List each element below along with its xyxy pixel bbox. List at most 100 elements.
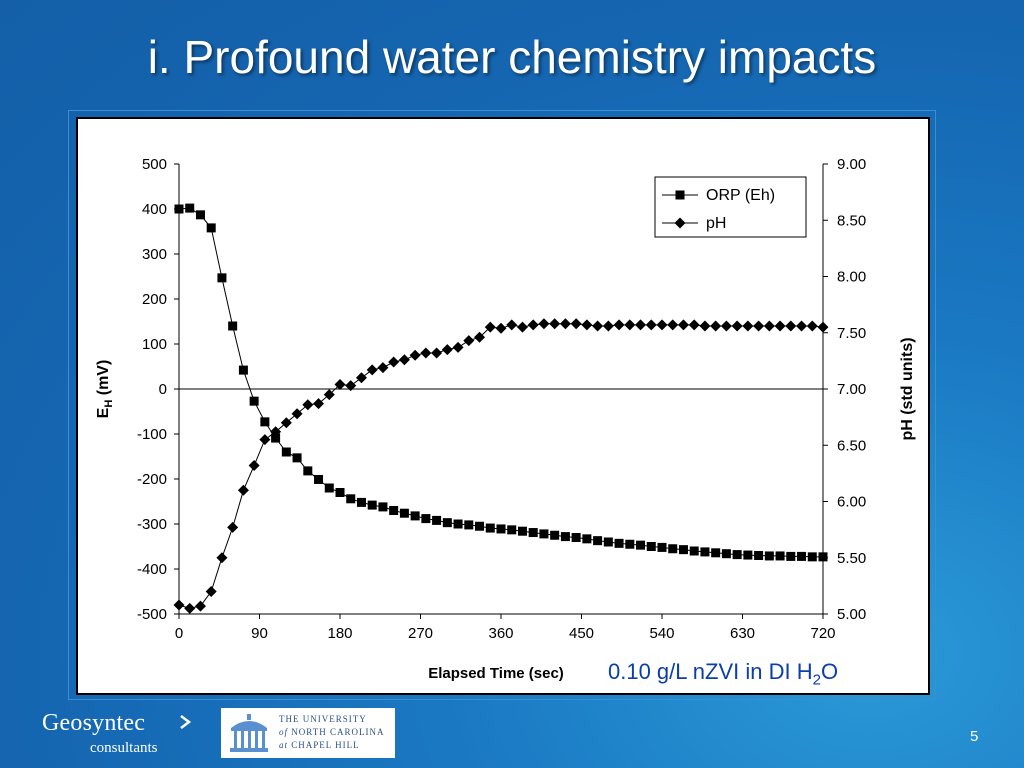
orp-point: [378, 502, 388, 512]
ph-point: [270, 426, 282, 438]
geosyntec-logo: Geosyntec consultants: [42, 710, 192, 756]
caption-subscript: 2: [812, 671, 821, 689]
ph-point: [774, 320, 786, 332]
old-well-icon: [230, 714, 268, 752]
ph-point: [248, 460, 260, 471]
slide-title: i. Profound water chemistry impacts: [147, 31, 877, 83]
ph-point: [313, 398, 325, 410]
orp-point: [292, 453, 302, 463]
y-tick-label: 500: [142, 156, 167, 173]
y-axis-title-main: E: [95, 407, 112, 418]
orp-point: [399, 508, 409, 518]
y-tick-label: 400: [142, 201, 167, 218]
ph-point: [559, 318, 571, 330]
orp-point: [432, 515, 442, 525]
y-tick-label: -200: [137, 471, 167, 488]
orp-point: [818, 552, 828, 562]
y-tick-label: 300: [142, 246, 167, 263]
orp-point: [367, 500, 377, 510]
ph-point: [677, 319, 689, 331]
page-number: 5: [970, 728, 979, 745]
ph-point: [237, 484, 249, 496]
ph-point: [742, 320, 754, 332]
ph-point: [366, 364, 378, 376]
ph-point: [345, 380, 357, 392]
series-line-orp: [178, 207, 823, 558]
chart-frame: [68, 110, 936, 700]
ph-point: [796, 320, 808, 332]
ph-point: [785, 320, 797, 332]
x-tick-label: 180: [327, 625, 352, 642]
ph-point: [602, 320, 614, 332]
legend-orp-label: ORP (Eh): [706, 187, 775, 204]
unc-line-2-of: of: [279, 727, 289, 737]
ph-point: [205, 586, 217, 597]
ph-point: [323, 389, 335, 401]
orp-point: [625, 539, 635, 549]
ph-point: [645, 319, 657, 331]
orp-point: [743, 550, 753, 560]
ph-point: [441, 344, 453, 356]
x-axis-title: Elapsed Time (sec): [428, 665, 564, 682]
orp-point: [582, 534, 592, 544]
ph-point: [710, 320, 722, 332]
x-tick-label: 540: [649, 625, 674, 642]
orp-point: [721, 549, 731, 559]
orp-point: [303, 466, 313, 476]
ph-point: [184, 602, 196, 614]
unc-line-3-text: CHAPEL HILL: [291, 740, 360, 750]
orp-point: [346, 494, 356, 504]
unc-line-2-text: NORTH CAROLINA: [291, 727, 385, 737]
orp-point: [700, 547, 710, 557]
y-tick-label: -500: [137, 606, 167, 623]
orp-point: [754, 551, 764, 560]
orp-point: [593, 536, 603, 546]
x-tick-label: 90: [251, 625, 268, 642]
ph-point: [420, 347, 432, 359]
y2-axis-title: pH (std units): [899, 337, 916, 440]
y2-tick-label: 9.00: [837, 156, 866, 173]
ph-point: [699, 320, 711, 332]
ph-point: [581, 319, 593, 331]
legend-ph-label: pH: [706, 215, 726, 232]
ph-point: [516, 321, 528, 333]
legend-orp-marker: [675, 190, 685, 200]
y2-tick-label: 8.50: [837, 212, 866, 229]
ph-point: [656, 319, 668, 331]
ph-point: [635, 319, 647, 331]
ph-point: [624, 319, 636, 331]
series-line-ph: [178, 323, 824, 609]
ph-point: [280, 417, 292, 429]
unc-logo-text: THE UNIVERSITY of NORTH CAROLINA at CHAP…: [279, 713, 384, 752]
ph-point: [527, 319, 539, 331]
ph-point: [409, 349, 421, 361]
orp-point: [764, 551, 774, 561]
ph-point: [173, 599, 185, 611]
orp-point: [668, 544, 678, 554]
orp-point: [678, 545, 688, 555]
orp-point: [711, 548, 721, 558]
y-axis-title-unit: (mV): [95, 360, 112, 400]
orp-point: [324, 483, 334, 493]
ph-point: [463, 335, 475, 347]
ph-point: [688, 319, 700, 331]
orp-point: [249, 396, 259, 406]
ph-point: [216, 552, 228, 564]
orp-point: [786, 551, 796, 561]
geosyntec-logo-name: Geosyntec: [42, 710, 146, 736]
orp-point: [614, 538, 624, 548]
ph-point: [720, 320, 732, 332]
ph-point: [753, 320, 765, 332]
orp-point: [389, 506, 399, 515]
ph-point: [570, 318, 582, 330]
orp-point: [657, 542, 667, 552]
orp-point: [539, 529, 549, 539]
ph-point: [388, 356, 400, 368]
ph-point: [613, 319, 625, 331]
orp-point: [507, 525, 517, 535]
orp-ph-chart: 500 400 300 200 100 0 -100 -200 -300 -400 -500 9.00…: [95, 156, 916, 682]
unc-logo: THE UNIVERSITY of NORTH CAROLINA at CHAP…: [221, 708, 395, 758]
y-axis-title-sub: H: [103, 400, 115, 408]
ph-point: [398, 354, 410, 366]
ph-point: [194, 600, 206, 612]
